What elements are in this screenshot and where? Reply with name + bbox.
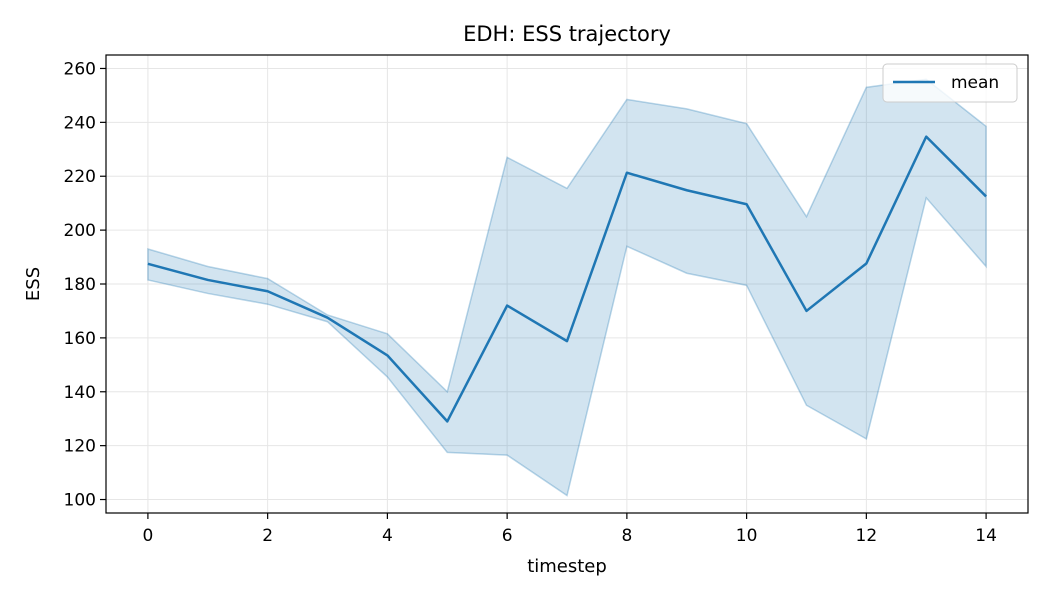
x-tick-label: 0 [142,526,153,546]
x-tick-label: 2 [262,526,273,546]
legend: mean [882,63,1018,103]
y-tick-label: 140 [64,383,96,403]
legend-box [882,63,1018,103]
line-layer [147,135,987,423]
band-layer [147,78,987,497]
tick-layer: 0 2 4 6 8 10 12 14 100 120 140 160 180 200 220 240 260 [64,59,997,546]
x-tick-label: 8 [621,526,632,546]
x-axis-label: timestep [527,556,607,577]
y-tick-label: 200 [64,221,96,241]
x-tick-label: 6 [502,526,513,546]
y-tick-label: 120 [64,437,96,457]
y-tick-label: 220 [64,167,96,187]
y-tick-label: 240 [64,113,96,133]
x-tick-label: 12 [856,526,878,546]
y-tick-label: 260 [64,59,96,79]
x-tick-label: 4 [382,526,393,546]
y-tick-label: 160 [64,329,96,349]
legend-label-mean: mean [951,73,999,93]
grid-layer [106,55,1028,513]
x-tick-label: 10 [736,526,758,546]
y-axis-label: ESS [23,267,44,301]
y-tick-label: 100 [64,491,96,511]
chart-title: EDH: ESS trajectory [463,22,671,46]
y-tick-label: 180 [64,275,96,295]
confidence-band [147,78,987,497]
x-tick-label: 14 [975,526,997,546]
series-line-mean [147,135,987,423]
